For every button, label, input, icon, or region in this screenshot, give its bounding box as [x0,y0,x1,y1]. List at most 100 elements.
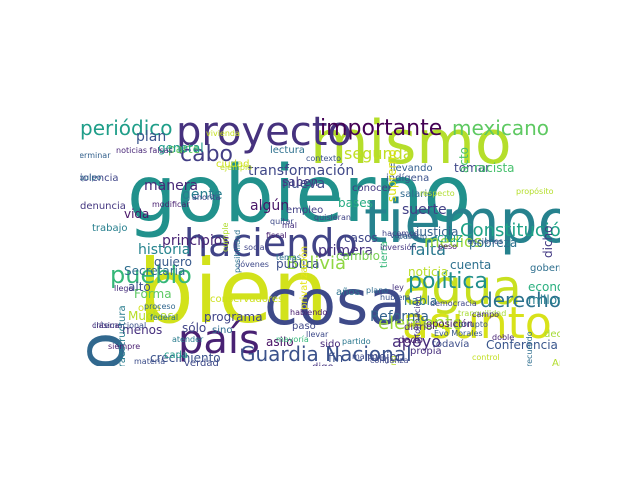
word-alto: alto [128,280,151,294]
word-paso: pasó [292,321,316,332]
word-anos: años [336,287,360,298]
word-dicho: dicho [541,225,555,259]
word-america: América [552,358,560,367]
word-justicia: justicia [416,225,459,239]
word-confianza: confianza [370,356,409,365]
word-programa: programa [204,310,263,324]
word-cumple: cumple [221,222,230,252]
word-mejor: mejor [367,350,402,364]
word-modificar: modificar [152,200,190,209]
word-fiscal: fiscal [266,231,287,240]
word-primera: primera [318,243,374,259]
word-derecho: derecho [480,288,560,312]
word-gobierno: gobierno [127,150,472,240]
word-peso: peso [438,242,458,251]
word-social: social [244,243,267,252]
word-economia: economía [528,280,560,294]
word-ciudad: ciudad [216,159,250,170]
word-pueblo: pueblo [110,261,192,289]
word-constitucion: Constitución [460,220,560,241]
word-conocer: conocer [352,183,392,194]
word-millones: millones [528,293,560,307]
word-asunto: asunto [402,298,552,349]
word-dado: dado [398,335,423,346]
word-saben: saben [282,175,319,189]
word-diario: diario [404,322,433,333]
word-materia: materia [134,357,166,366]
word-doble: doble [492,333,515,342]
word-acto: acto [457,146,471,173]
word-algun: algún [250,198,290,214]
word-proposito: propósito [516,187,554,196]
word-proceso: proceso [144,302,176,311]
word-temas: temas [276,253,301,262]
word-mexicano: mexicano [452,116,549,140]
word-todavia: todavía [432,339,470,350]
word-segunda: segunda [344,144,413,163]
word-denuncia: denuncia [80,201,126,212]
word-mal: mal [282,221,297,230]
word-noticias-falsas: noticias falsas [116,146,173,155]
word-equipo: equipo [80,173,102,182]
word-pasado: pasado [398,232,428,241]
word-cruz: cruz [437,231,463,245]
word-llevando: llevando [390,163,433,174]
word-privatizacion: privatización [299,245,310,310]
word-evo-morales: Evo Morales [434,329,483,338]
word-periodico: periódico [80,116,173,140]
word-gente: gente [182,187,223,203]
word-salario: salario [400,189,434,200]
word-llega: llega [114,284,134,293]
word-bolivia: Bolivia [286,253,347,274]
word-campo: campo [472,310,500,319]
word-marco: marco [352,352,378,361]
word-informacion: información [413,296,422,344]
word-transformacion: transformación [248,163,355,179]
word-vida: vida [124,207,150,221]
word-inversion: inversión [380,243,417,252]
word-parte: parte [168,142,200,156]
word-clasica: clásica [92,321,120,330]
word-quitar: quitar [270,217,294,226]
word-cuenta: cuenta [450,258,492,272]
word-gobernador: gobernador [530,263,560,274]
word-conferencia: Conferencia [486,338,558,352]
word-atender: atender [172,335,204,344]
word-oposicion: oposición [426,319,474,330]
word-ahorita: ahorita [192,193,221,202]
word-plan: plan [136,129,167,145]
word-proyecto: proyecto [176,114,352,155]
word-crecimiento: crecimiento [150,351,221,365]
word-asilo: asilo [266,335,294,349]
word-quisieran: quisieran [314,213,351,222]
word-publica: pública [276,257,320,271]
word-guardia-nacional: Guardia Nacional [240,342,412,366]
word-decir: decir [544,329,560,340]
word-hacemos: hacemos [382,229,419,238]
word-cada: cada [164,350,189,361]
word-pais: país [178,317,260,363]
word-historia: historia [138,242,191,258]
word-partido: partido [342,337,371,346]
word-violencia: violencia [80,173,119,184]
word-empleo: empleo [286,205,324,216]
word-apoyo: apoyo [392,332,442,351]
word-sido: sido [320,339,341,350]
word-recuerdo: recuerdo [525,331,534,366]
word-menos: menos [122,323,163,337]
word-importante: importante [320,116,443,141]
word-vamos: vamos [390,231,417,240]
word-propia: propia [410,346,442,357]
word-corrupto: corrupto [454,320,488,329]
word-siempre: siempre [108,342,141,351]
word-reforma: Reforma [370,309,429,325]
word-contexto: contexto [306,154,342,163]
word-tiempo: tiempo [364,187,560,257]
word-manera: manera [144,178,199,194]
word-muchas: Muchas [128,309,174,323]
word-quiero: quiero [154,255,192,269]
word-solo: sólo [182,321,207,335]
word-noticia: noticia [408,265,449,279]
word-conservadores: conservadores [210,294,284,305]
